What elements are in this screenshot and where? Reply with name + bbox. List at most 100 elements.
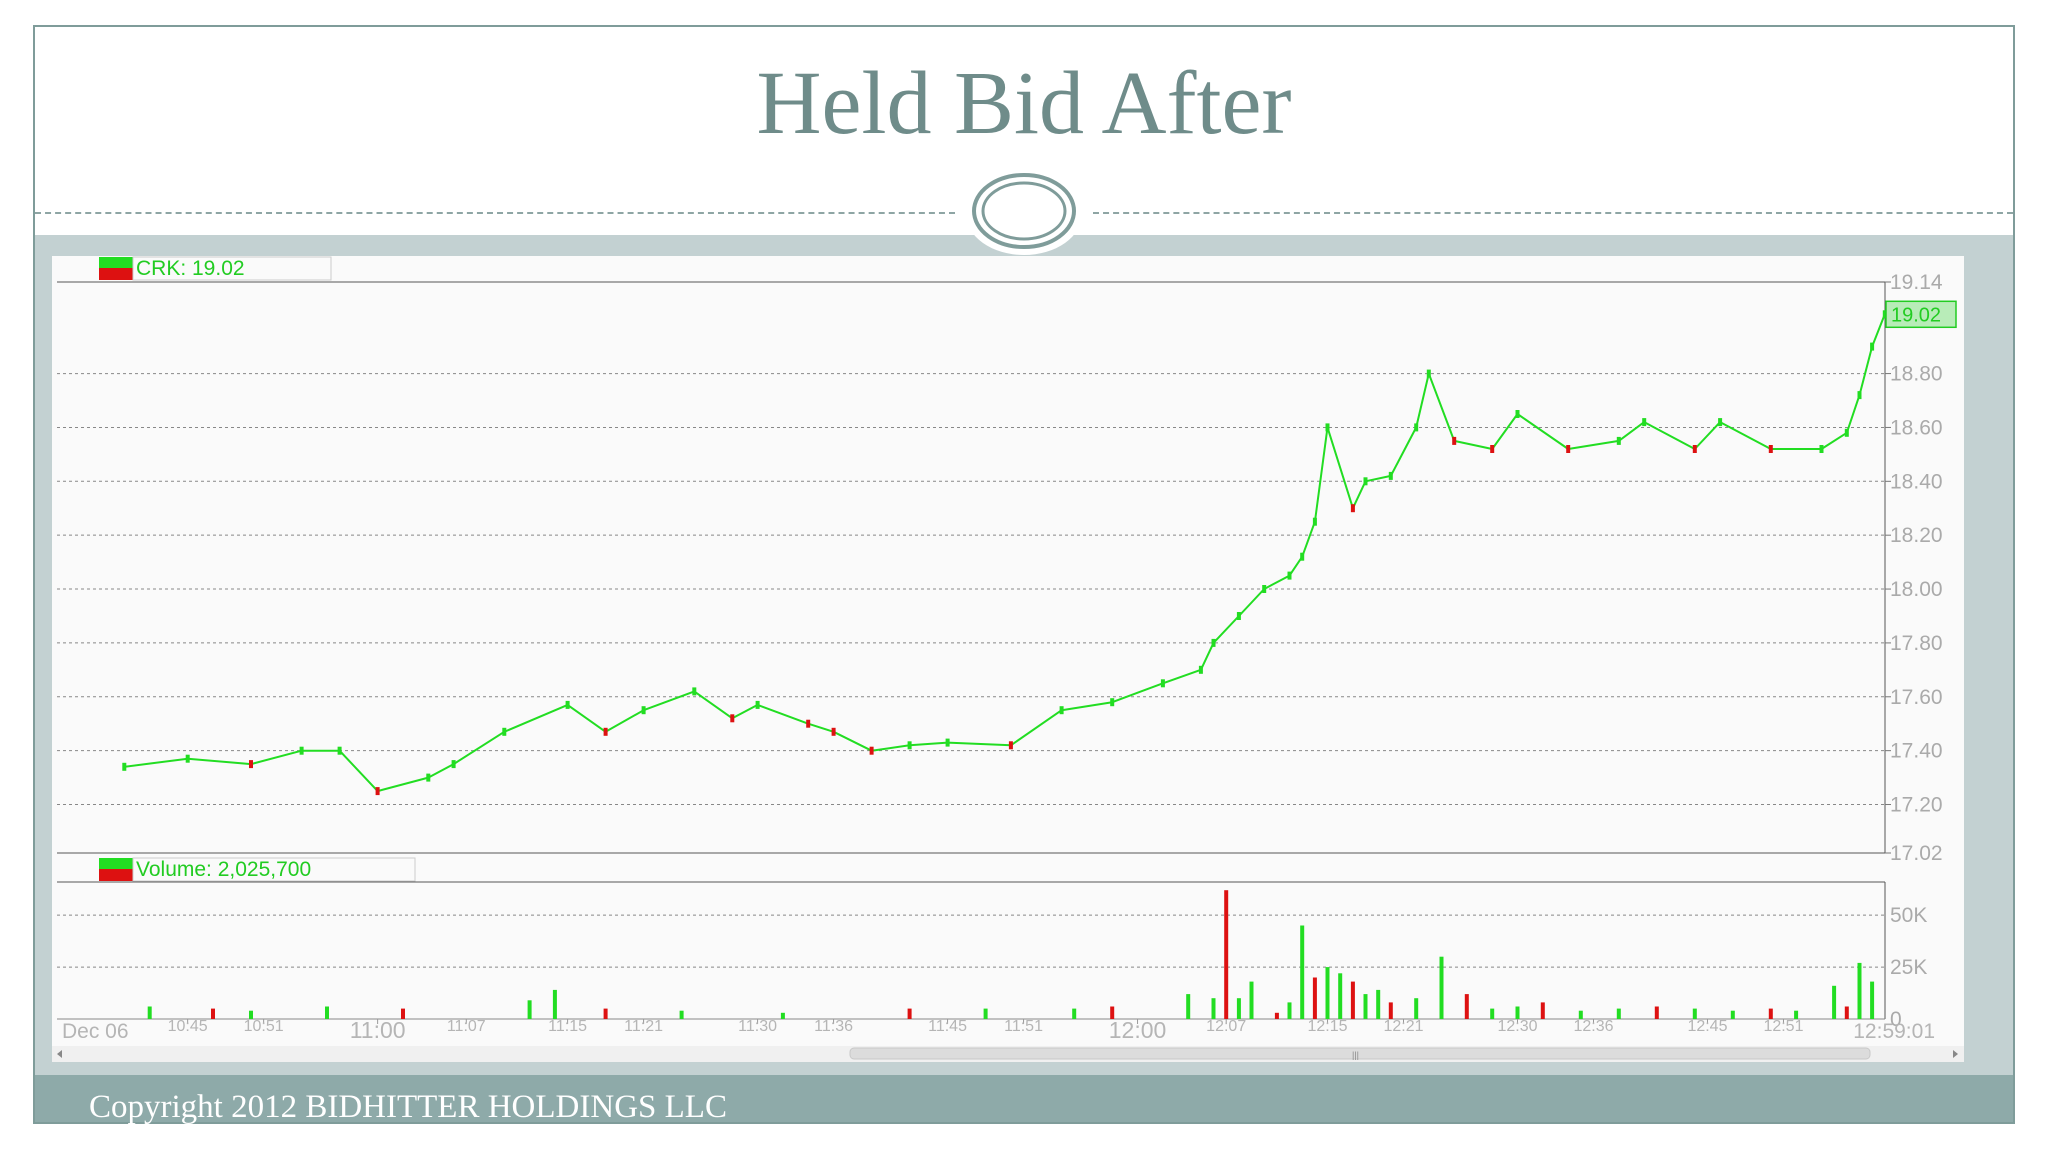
price-point-10-50 [249,760,253,769]
price-point-12-40 [1642,418,1647,427]
price-point-12-02 [1160,679,1165,688]
price-tick-label-18-40: 18.40 [1890,470,1943,493]
volume-bar-12-55 [1832,985,1837,1019]
price-series [122,310,1887,796]
time-tick-label-12-15: 12:15 [1307,1018,1347,1035]
price-point-12-54 [1819,445,1824,453]
time-tick-label-12-30: 12:30 [1497,1018,1537,1035]
time-axis: 10:45 10:51 11:00 11:07 11:15 11:21 11:30 11:36… [168,1017,1804,1043]
price-tick-label-18-20: 18.20 [1890,524,1943,547]
price-point-12-22 [1414,423,1419,432]
price-tick-label-17-20: 17.20 [1890,794,1943,817]
volume-bar-10-50 [249,1010,253,1019]
scrollbar-thumb[interactable] [849,1047,1871,1060]
price-point-12-25 [1452,436,1457,445]
price-point-10-40 [122,762,127,771]
volume-bar-12-56 [1844,1006,1849,1019]
time-tick-label-11-07: 11:07 [447,1018,486,1035]
price-point-12-58 [1870,342,1875,351]
volume-bar-12-19 [1376,989,1381,1019]
last-price-box [1885,300,1957,329]
volume-bar-11-32 [780,1012,785,1019]
price-point-11-54 [1059,706,1064,715]
time-tick-label-12-07: 12:07 [1206,1018,1246,1035]
volume-bar-11-24 [679,1010,684,1019]
volume-bar-12-28 [1490,1008,1495,1019]
x-axis-start-label: Dec 06 [62,1020,129,1043]
volume-legend-swatch-down [99,869,133,881]
price-point-11-10 [502,727,507,736]
volume-bar-11-14 [552,989,557,1019]
price-point-12-56 [1844,428,1849,437]
volume-tick-label-0: 0 [1890,1008,1902,1031]
price-point-11-34 [806,719,811,728]
volume-bar-11-58 [1110,1006,1115,1019]
scroll-left-icon[interactable] [57,1050,62,1058]
scroll-right-icon[interactable] [1953,1050,1958,1058]
price-tick-label-18-60: 18.60 [1890,416,1943,439]
volume-bar-12-07 [1224,890,1229,1019]
stock-chart: 19.14 18.80 18.60 18.40 18.20 18.00 17.80 17.60… [52,256,1964,1062]
price-point-12-57 [1857,391,1862,400]
time-tick-label-11-30: 11:30 [738,1018,777,1035]
volume-tick-label-50K: 50K [1890,904,1927,927]
price-tick-label-17-02: 17.02 [1890,842,1943,865]
volume-bar-11-55 [1072,1008,1077,1019]
price-point-12-46 [1718,418,1723,427]
volume-bar-12-38 [1616,1008,1621,1019]
price-legend-label: CRK: 19.02 [136,257,245,280]
price-point-12-50 [1768,445,1773,453]
price-point-11-39 [869,746,874,755]
price-point-11-58 [1110,698,1115,707]
price-point-12-12 [1287,571,1292,580]
volume-bar-12-15 [1325,967,1330,1019]
time-tick-label-11-36: 11:36 [814,1018,853,1035]
price-line [124,313,1886,793]
volume-bar-12-17 [1350,981,1355,1019]
time-tick-label-10-51: 10:51 [244,1018,284,1035]
volume-bar-12-09 [1249,981,1254,1019]
price-point-11-15 [565,700,570,709]
price-point-11-30 [755,700,760,709]
volume-bar-12-24 [1439,956,1444,1019]
price-legend-box [132,256,332,281]
price-axis: 19.14 18.80 18.60 18.40 18.20 18.00 17.80 17.60… [1885,271,1943,865]
price-point-11-18 [603,727,608,736]
time-tick-label-11-00: 11:00 [350,1017,406,1043]
price-tick-label-18-00: 18.00 [1890,578,1943,601]
volume-bar-12-44 [1692,1008,1697,1019]
price-point-12-06 [1211,638,1216,647]
price-point-12-30 [1515,410,1520,418]
price-point-11-04 [426,773,431,782]
volume-bar-12-41 [1654,1006,1659,1019]
volume-gridlines [57,914,1885,968]
volume-bar-10-47 [211,1008,215,1019]
volume-bar-10-56 [325,1006,329,1019]
volume-bar-12-35 [1578,1010,1583,1019]
volume-bar-12-50 [1768,1008,1773,1019]
price-point-12-08 [1236,612,1241,620]
price-point-11-45 [945,738,950,747]
volume-bar-12-52 [1794,1010,1799,1019]
time-tick-label-11-21: 11:21 [624,1018,663,1035]
time-tick-label-11-45: 11:45 [928,1018,967,1035]
price-point-11-25 [692,687,697,696]
price-point-12-14 [1312,517,1317,526]
price-point-12-15 [1325,423,1330,432]
volume-legend-label: Volume: 2,025,700 [136,858,311,881]
price-point-10-45 [185,754,190,763]
time-tick-label-11-51: 11:51 [1004,1018,1043,1035]
volume-bar-12-26 [1464,994,1469,1019]
price-point-11-36 [831,727,836,736]
volume-bar-12-13 [1300,925,1305,1019]
chart-panel: 19.14 18.80 18.60 18.40 18.20 18.00 17.80 17.60… [52,256,1964,1062]
title-divider-left [35,212,955,214]
time-tick-label-12-36: 12:36 [1573,1018,1613,1035]
volume-bar-12-58 [1870,981,1875,1019]
volume-bar-10-42 [147,1006,152,1019]
price-tick-label-17-80: 17.80 [1890,632,1943,655]
volume-bar-12-47 [1730,1010,1735,1019]
volume-bar-12-30 [1515,1006,1520,1019]
volume-bar-12-16 [1338,973,1343,1019]
volume-bar-11-42 [907,1008,912,1019]
